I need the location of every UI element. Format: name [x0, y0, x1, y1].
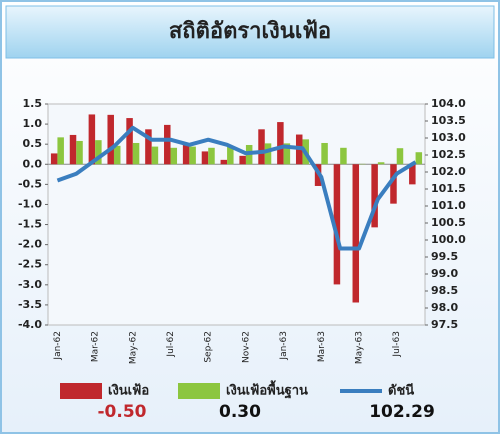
- bar: [89, 114, 96, 164]
- x-tick-label: Mar-62: [91, 331, 101, 362]
- y2-tick-label: 98.0: [431, 301, 458, 314]
- bar: [353, 164, 360, 302]
- y-tick-label: 1.5: [23, 97, 43, 110]
- bar: [208, 148, 215, 164]
- bar: [202, 151, 209, 164]
- plot-area: [48, 104, 425, 325]
- legend-value: 0.30: [219, 402, 261, 422]
- x-tick-label: Mar-63: [317, 331, 327, 362]
- y-tick-label: -4.0: [18, 318, 42, 331]
- bar: [114, 146, 121, 164]
- y2-tick-label: 101.5: [431, 182, 466, 195]
- x-tick-label: Nov-62: [241, 331, 251, 363]
- bar: [378, 162, 385, 164]
- legend-swatch: [178, 383, 220, 399]
- legend-label: เงินเฟ้อ: [108, 383, 149, 399]
- bar: [51, 153, 58, 164]
- y2-tick-label: 98.5: [431, 284, 458, 297]
- y2-tick-label: 103.0: [431, 131, 466, 144]
- y-tick-label: -0.5: [18, 177, 42, 190]
- bar: [164, 125, 171, 164]
- legend-value: 102.29: [369, 402, 435, 422]
- y2-tick-label: 100.0: [431, 233, 466, 246]
- y-tick-label: -3.0: [18, 278, 42, 291]
- y2-tick-label: 97.5: [431, 318, 458, 331]
- bar: [321, 143, 328, 164]
- bar: [126, 118, 133, 164]
- legend-value: -0.50: [98, 402, 147, 422]
- x-tick-label: May-62: [128, 331, 138, 364]
- y2-tick-label: 100.5: [431, 216, 466, 229]
- bar: [107, 115, 114, 164]
- bar: [171, 148, 178, 164]
- bar: [133, 143, 140, 164]
- y-tick-label: -2.5: [18, 258, 42, 271]
- x-tick-label: Jan-63: [279, 331, 289, 361]
- x-tick-label: Sep-62: [204, 331, 214, 363]
- bar: [258, 129, 265, 164]
- x-tick-label: Jul-63: [392, 331, 402, 358]
- y-tick-label: -1.5: [18, 218, 42, 231]
- y2-tick-label: 101.0: [431, 199, 466, 212]
- bar: [265, 143, 272, 164]
- chart-title: สถิติอัตราเงินเฟ้อ: [169, 19, 331, 44]
- bar: [189, 147, 196, 165]
- bar: [397, 148, 404, 164]
- bar: [57, 137, 64, 164]
- y2-tick-label: 99.5: [431, 250, 458, 263]
- legend-swatch: [60, 383, 102, 399]
- y2-tick-label: 103.5: [431, 114, 466, 127]
- bar: [76, 141, 83, 164]
- bar: [277, 122, 284, 164]
- y-tick-label: 0.0: [23, 157, 43, 170]
- bar: [416, 152, 423, 164]
- y-tick-label: 0.5: [23, 137, 43, 150]
- x-tick-label: Jan-62: [53, 331, 63, 361]
- y2-tick-label: 102.0: [431, 165, 466, 178]
- x-tick-label: May-63: [355, 331, 365, 364]
- bar: [70, 135, 77, 164]
- y-tick-label: -2.0: [18, 238, 42, 251]
- y-tick-label: 1.0: [23, 117, 43, 130]
- bar: [239, 156, 246, 164]
- bar: [340, 148, 347, 164]
- x-tick-label: Jul-62: [166, 331, 176, 358]
- bar: [221, 160, 228, 164]
- y-tick-label: -3.5: [18, 298, 42, 311]
- y2-tick-label: 99.0: [431, 267, 458, 280]
- legend-label: ดัชนี: [388, 383, 414, 399]
- y-tick-label: -1.0: [18, 197, 42, 210]
- y2-tick-label: 102.5: [431, 148, 466, 161]
- bar: [152, 147, 159, 165]
- y2-tick-label: 104.0: [431, 97, 466, 110]
